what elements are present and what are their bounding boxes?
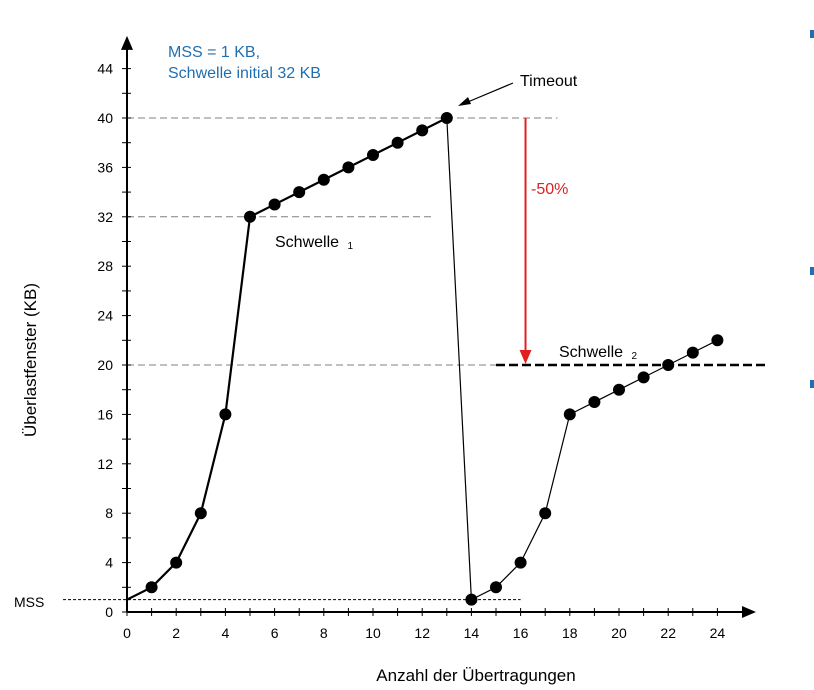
data-point [219,408,232,421]
x-tick-label: 4 [222,625,230,641]
y-tick-label: 44 [97,61,113,77]
data-point [637,371,650,384]
data-point [465,593,478,606]
data-point [440,112,453,124]
threshold-2-subscript: 2 [631,351,637,362]
reduction-arrowhead [519,350,532,364]
data-point [317,173,330,186]
threshold-1-label: Schwelle 1 [275,234,353,252]
slide-bullet-marker [810,30,814,38]
x-tick-label: 16 [513,625,529,641]
data-point [416,124,429,137]
timeout-arrow [458,82,514,106]
reduction-arrow-group [519,118,532,364]
axes: 0 2 4 6 8 10 12 14 16 18 20 22 240481216202428323640… [97,35,756,641]
slide-bullet-marker [810,267,814,275]
data-point [686,346,699,359]
y-tick-label: 0 [105,604,113,620]
x-tick-label: 8 [320,625,328,641]
data-point [367,149,379,162]
y-tick-label: 24 [97,308,113,324]
x-tick-label: 10 [365,625,381,641]
data-point [588,396,601,409]
threshold-1-subscript: 1 [347,241,353,252]
slide-bullet-marker [810,380,814,388]
series-line-phase-2 [471,339,718,601]
info-mss: MSS = 1 KB, [168,44,260,61]
x-tick-label: 6 [271,625,279,641]
mss-label: MSS [14,594,44,610]
data-point [563,408,576,421]
data-point [170,556,183,569]
data-point [194,507,207,520]
x-tick-label: 18 [562,625,578,641]
y-axis-title: Überlastfenster (KB) [21,283,40,437]
y-tick-label: 36 [97,159,113,175]
info-threshold-initial: Schwelle initial 32 KB [168,65,321,82]
y-tick-label: 8 [105,505,113,521]
x-tick-label: 12 [414,625,430,641]
data-point [391,136,404,149]
series-line-phase-1 [126,117,448,601]
y-tick-label: 20 [97,357,113,373]
y-tick-label: 28 [97,258,113,274]
reference-lines [63,117,558,601]
x-tick-label: 14 [464,625,480,641]
data-point [145,581,158,594]
x-axis-title: Anzahl der Übertragungen [376,666,575,685]
x-tick-label: 20 [611,625,627,641]
data-point [514,556,527,569]
y-tick-label: 32 [97,209,113,225]
data-point [490,581,502,594]
data-point [293,186,306,199]
data-point [539,507,552,520]
x-tick-label: 0 [123,625,131,641]
x-axis-arrowhead [742,606,756,618]
reduction-label: -50% [531,181,568,198]
data-point [342,161,355,174]
series-line-drop [446,117,472,600]
x-tick-label: 2 [172,625,180,641]
y-axis-arrowhead [121,35,133,50]
y-tick-label: 16 [97,406,113,422]
y-tick-label: 40 [97,110,113,126]
timeout-label: Timeout [520,73,578,90]
x-tick-label: 24 [710,625,726,641]
threshold-2-text: Schwelle [559,344,623,361]
data-point [244,210,256,223]
y-tick-label: 12 [97,456,113,472]
y-tick-label: 4 [105,555,113,571]
threshold-2-label: Schwelle 2 [559,344,637,362]
data-point [613,383,625,396]
x-tick-label: 22 [660,625,676,641]
data-point [711,334,724,347]
threshold-1-text: Schwelle [275,234,339,251]
data-point [268,198,281,211]
